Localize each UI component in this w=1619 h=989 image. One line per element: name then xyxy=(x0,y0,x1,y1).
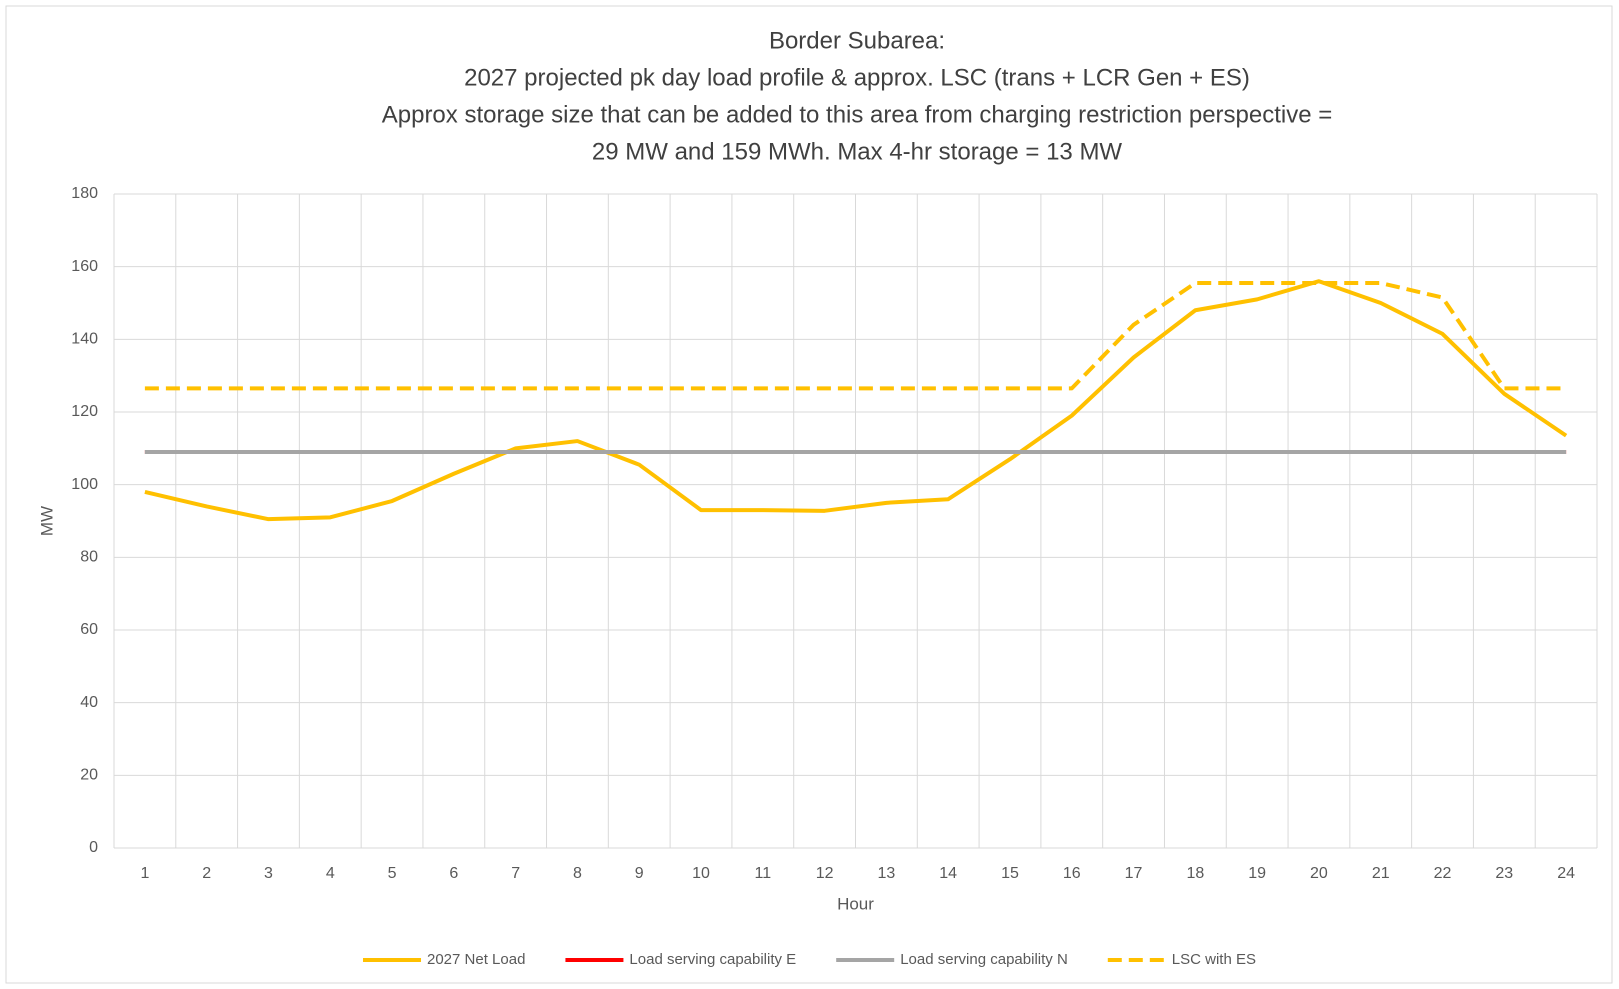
x-tick-label: 19 xyxy=(1248,865,1266,882)
x-tick-label: 24 xyxy=(1557,865,1575,882)
x-tick-label: 10 xyxy=(692,865,710,882)
x-tick-label: 11 xyxy=(755,865,772,882)
y-tick-label: 60 xyxy=(80,621,98,638)
y-tick-label: 80 xyxy=(80,549,98,566)
x-tick-label: 8 xyxy=(573,865,582,882)
x-tick-label: 16 xyxy=(1063,865,1081,882)
x-tick-label: 1 xyxy=(140,865,149,882)
legend-label: Load serving capability E xyxy=(629,951,796,968)
y-tick-label: 140 xyxy=(71,331,98,348)
legend-label: Load serving capability N xyxy=(900,951,1068,968)
y-tick-label: 20 xyxy=(80,767,98,784)
y-axis-label: MW xyxy=(37,506,56,536)
x-tick-label: 3 xyxy=(264,865,273,882)
x-tick-label: 23 xyxy=(1495,865,1513,882)
x-axis-label: Hour xyxy=(837,894,874,913)
x-tick-label: 12 xyxy=(816,865,834,882)
x-tick-label: 5 xyxy=(388,865,397,882)
y-tick-label: 120 xyxy=(71,403,98,420)
x-tick-label: 18 xyxy=(1186,865,1204,882)
x-tick-label: 14 xyxy=(939,865,957,882)
y-tick-label: 160 xyxy=(71,258,98,275)
chart-title: Border Subarea: xyxy=(769,27,945,54)
x-tick-label: 20 xyxy=(1310,865,1328,882)
x-tick-label: 6 xyxy=(449,865,458,882)
y-tick-label: 180 xyxy=(71,185,98,202)
x-tick-label: 21 xyxy=(1372,865,1390,882)
x-tick-label: 9 xyxy=(635,865,644,882)
chart-title: 2027 projected pk day load profile & app… xyxy=(464,64,1250,91)
chart-title: Approx storage size that can be added to… xyxy=(382,101,1333,128)
x-tick-label: 4 xyxy=(326,865,335,882)
x-tick-label: 15 xyxy=(1001,865,1019,882)
y-tick-label: 100 xyxy=(71,476,98,493)
x-tick-label: 17 xyxy=(1125,865,1143,882)
chart-title: 29 MW and 159 MWh. Max 4-hr storage = 13… xyxy=(592,138,1123,165)
y-tick-label: 0 xyxy=(89,839,98,856)
y-tick-label: 40 xyxy=(80,694,98,711)
x-tick-label: 7 xyxy=(511,865,520,882)
x-tick-label: 2 xyxy=(202,865,211,882)
legend-label: 2027 Net Load xyxy=(427,951,525,968)
x-tick-label: 13 xyxy=(877,865,895,882)
series-line xyxy=(144,281,1567,391)
chart-border xyxy=(5,5,1613,984)
x-tick-label: 22 xyxy=(1434,865,1452,882)
legend-label: LSC with ES xyxy=(1172,951,1256,968)
